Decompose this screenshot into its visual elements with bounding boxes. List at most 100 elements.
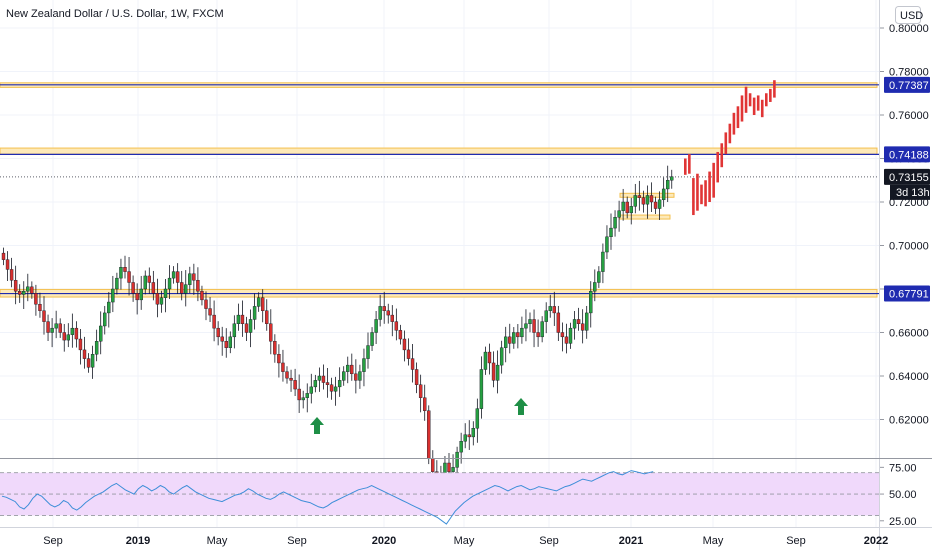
projection-bar	[736, 106, 740, 129]
candle-up	[111, 288, 115, 303]
level-tag	[884, 76, 930, 93]
candle-up	[94, 341, 99, 355]
candle-down	[536, 332, 540, 338]
up-arrow-icon	[310, 417, 324, 434]
candle-down	[386, 310, 390, 316]
candle-up	[232, 323, 237, 338]
candle-down	[532, 319, 536, 333]
candle-up	[90, 354, 95, 368]
projection-bar	[684, 158, 687, 175]
projection-bar	[752, 97, 756, 115]
candle-up	[115, 277, 119, 290]
candle-down	[580, 323, 585, 331]
candle-up	[358, 371, 362, 381]
candle-up	[346, 364, 350, 372]
rsi-pane: 75.00 50.00 25.00	[0, 462, 917, 528]
time-axis-ticks[interactable]: Sep 2019 May Sep 2020 May Sep 2021 May Sep 2022	[43, 535, 888, 547]
time-tick-label: Sep	[43, 535, 63, 547]
candle-up	[107, 301, 111, 314]
currency-button[interactable]: USD	[895, 6, 924, 24]
support-resistance-zones	[0, 82, 879, 298]
currency-label: USD	[900, 10, 923, 22]
candle-up	[236, 314, 241, 325]
candle-down	[649, 195, 654, 203]
candle-down	[423, 397, 427, 412]
candle-down	[281, 362, 285, 372]
candle-down	[321, 375, 326, 383]
candle-up	[22, 290, 26, 295]
candle-down	[38, 304, 42, 311]
projection-bar	[728, 123, 732, 144]
candle-down	[86, 358, 91, 368]
projection-bar	[744, 86, 748, 113]
candle-down	[175, 271, 180, 283]
candle-up	[171, 271, 176, 279]
candlestick-series	[1, 165, 674, 498]
candle-down	[273, 341, 277, 355]
candle-down	[127, 271, 131, 283]
candle-up	[471, 428, 475, 438]
candle-up	[601, 251, 605, 272]
up-arrow-icon	[514, 398, 528, 415]
time-tick-label: Sep	[786, 535, 806, 547]
projection-bar	[748, 93, 752, 107]
candle-down	[18, 290, 22, 295]
candle-up	[524, 323, 528, 329]
candle-down	[398, 330, 403, 340]
candle-down	[516, 332, 520, 338]
candle-down	[196, 280, 200, 292]
candle-down	[418, 384, 423, 398]
candle-down	[285, 371, 289, 379]
price-tick-label: 0.76000	[889, 110, 929, 122]
candle-up	[657, 199, 662, 209]
candle-down	[297, 388, 301, 401]
candle-down	[224, 341, 228, 348]
projection-bar	[765, 93, 768, 107]
level-tag	[884, 146, 930, 163]
symbol-title[interactable]: New Zealand Dollar / U.S. Dollar, 1W, FX…	[6, 8, 224, 20]
price-tick-label: 0.62000	[889, 415, 929, 427]
signal-arrows	[310, 398, 528, 434]
projection-bar	[773, 80, 776, 98]
candle-up	[475, 408, 480, 429]
candle-down	[62, 332, 66, 341]
candle-up	[119, 267, 123, 279]
price-tick-label: 0.80000	[889, 23, 929, 35]
candle-down	[123, 267, 127, 272]
candle-down	[427, 410, 431, 459]
candle-up	[617, 210, 621, 218]
candle-down	[269, 323, 273, 342]
projection-bar	[720, 143, 724, 168]
rsi-tick-label: 25.00	[889, 516, 917, 528]
candle-up	[540, 321, 544, 338]
time-tick-label: May	[703, 535, 724, 547]
candle-up	[621, 201, 625, 211]
candle-up	[512, 332, 516, 344]
candle-down	[414, 369, 419, 385]
last-price-tag-text: 0.73155	[889, 172, 929, 184]
candle-up	[66, 334, 71, 341]
candle-down	[394, 321, 399, 331]
candle-up	[252, 306, 257, 320]
candle-down	[244, 323, 249, 333]
candle-down	[354, 373, 358, 381]
price-tick-label: 0.64000	[889, 371, 929, 383]
candle-down	[155, 293, 160, 305]
candle-up	[597, 271, 601, 283]
candle-down	[277, 354, 281, 364]
candle-up	[495, 364, 500, 381]
candle-down	[220, 336, 224, 342]
grid	[0, 0, 879, 527]
candle-up	[666, 180, 670, 190]
candle-down	[487, 351, 492, 364]
candle-down	[135, 293, 139, 301]
candle-down	[192, 273, 196, 281]
candle-up	[633, 195, 637, 207]
candle-down	[216, 327, 220, 338]
time-tick-label: Sep	[539, 535, 559, 547]
candle-up	[248, 319, 253, 333]
candle-down	[34, 293, 38, 305]
candle-down	[467, 434, 471, 438]
candle-down	[325, 382, 330, 385]
